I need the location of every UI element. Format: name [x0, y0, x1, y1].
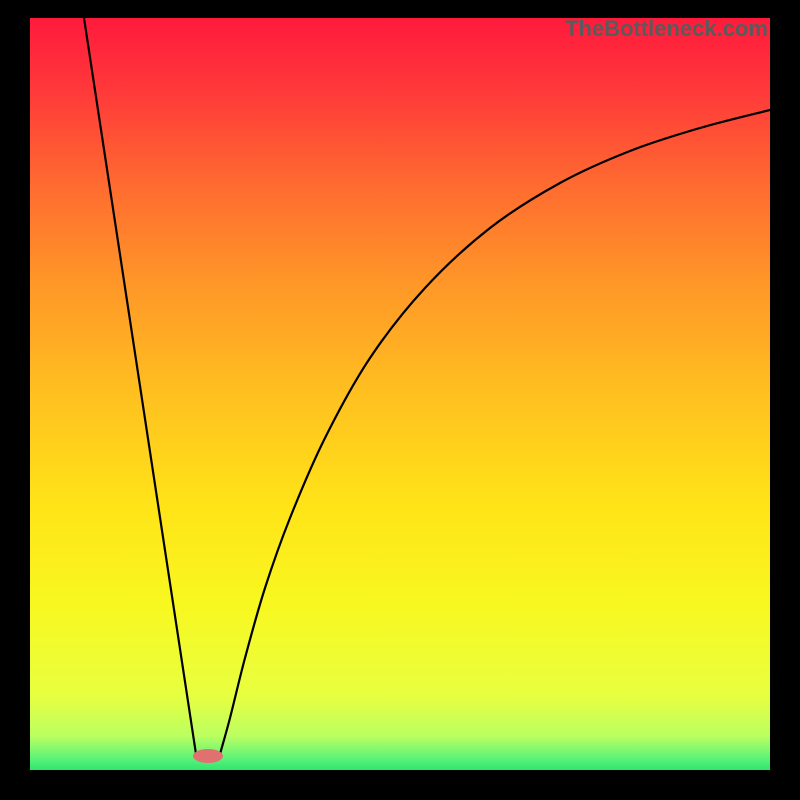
watermark-text: TheBottleneck.com [565, 16, 768, 42]
chart-svg [30, 18, 770, 770]
chart-frame: TheBottleneck.com [0, 0, 800, 800]
plot-area: TheBottleneck.com [30, 18, 770, 770]
pit-marker [193, 749, 223, 763]
